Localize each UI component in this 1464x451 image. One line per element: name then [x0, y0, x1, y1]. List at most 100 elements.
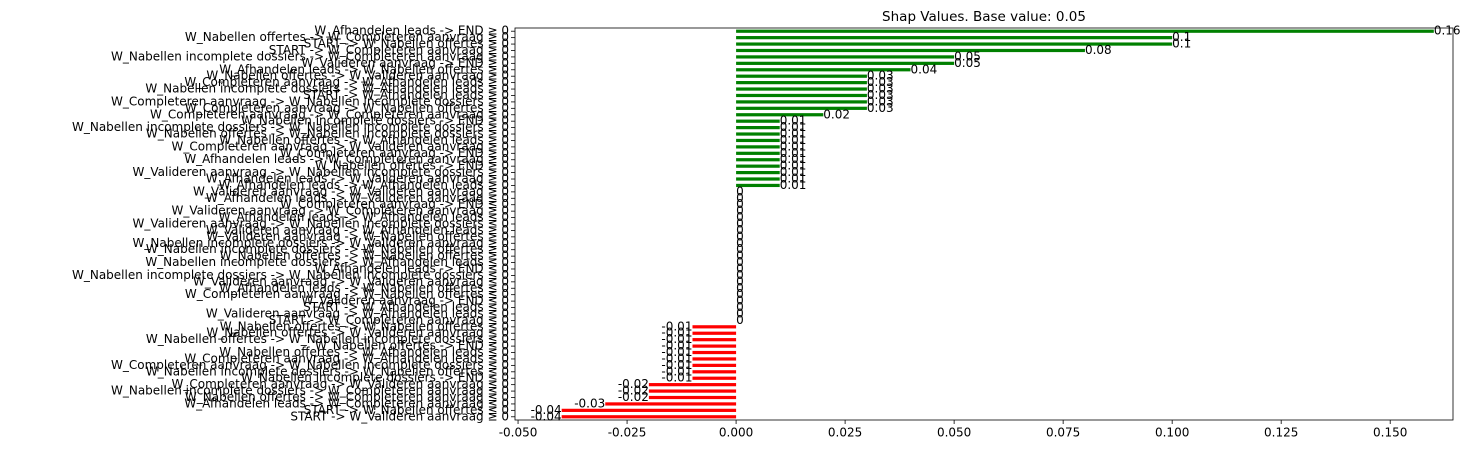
- x-tick-label: 0.100: [1155, 426, 1189, 440]
- y-tick-label: W_Nabellen incomplete dossiers -> END ≥ …: [241, 114, 509, 128]
- y-tick-label: W_Nabellen incomplete dossiers -> W_Nabe…: [72, 120, 509, 134]
- value-label: 0: [736, 287, 744, 301]
- value-label: 0.02: [823, 107, 850, 121]
- y-tick-label: W_Nabellen offertes -> W_Valideren aanvr…: [206, 326, 509, 340]
- bar: [736, 119, 780, 123]
- y-tick-label: W_Completeren aanvraag -> W_Valideren aa…: [172, 139, 509, 153]
- value-label: 0.08: [1085, 43, 1112, 57]
- y-tick-label: W_Nabellen offertes -> END ≥ 0: [315, 159, 509, 173]
- x-tick-label: 0.125: [1264, 426, 1298, 440]
- value-label: 0.01: [780, 146, 807, 160]
- value-label: 0: [736, 223, 744, 237]
- bar: [692, 325, 737, 329]
- y-tick-label: W_Completeren aanvraag -> W_Valideren aa…: [172, 377, 509, 391]
- y-tick-label: W_Completeren aanvraag -> W_Nabellen inc…: [111, 94, 509, 108]
- bar: [736, 61, 955, 65]
- y-tick-label: W_Valideren aanvraag -> W_Afhandelen lea…: [206, 306, 509, 320]
- bar: [736, 170, 780, 175]
- value-label: 0: [736, 306, 744, 320]
- y-tick-label: START -> W_Valideren aanvraag ≥ 0: [290, 409, 509, 423]
- bar: [692, 357, 737, 361]
- value-label: -0.02: [618, 384, 649, 398]
- bar: [736, 113, 824, 117]
- y-tick-label: W_Afhandelen leads -> END ≤ 0: [314, 261, 509, 275]
- y-tick-label: W_Afhandelen leads -> W_Nabellen offerte…: [219, 281, 509, 295]
- value-label: -0.02: [618, 377, 649, 391]
- value-label: 0.03: [867, 101, 894, 115]
- value-label: 0: [736, 261, 744, 275]
- bar: [692, 363, 737, 367]
- value-label: 0: [736, 210, 744, 224]
- value-label: -0.04: [531, 403, 562, 417]
- y-tick-label: W_Nabellen incomplete dossiers -> W_Nabe…: [146, 242, 509, 256]
- value-label: 0.01: [780, 120, 807, 134]
- value-label: 0.03: [867, 69, 894, 83]
- value-label: 0.03: [867, 88, 894, 102]
- bar: [736, 106, 867, 110]
- y-tick-label: W_Afhandelen leads -> W_Nabellen offerte…: [219, 62, 509, 76]
- bar: [648, 395, 737, 400]
- bar: [736, 42, 1173, 46]
- y-tick-label: W_Afhandelen leads -> W_Completeren aanv…: [184, 396, 509, 410]
- bar: [736, 151, 780, 155]
- y-tick-label: W_Nabellen incomplete dossiers -> W_Nabe…: [72, 268, 509, 282]
- y-tick-label: W_Nabellen incomplete dossiers -> W_Vali…: [133, 236, 509, 250]
- y-tick-label: W_Nabellen incomplete dossiers -> END ≤ …: [241, 371, 509, 385]
- y-tick-label: W_Valideren aanvraag -> W_Nabellen offer…: [206, 229, 509, 243]
- y-tick-label: START -> W_Afhandelen leads ≥ 0: [303, 88, 509, 102]
- value-label: 0: [736, 249, 744, 263]
- value-label: -0.03: [574, 396, 605, 410]
- y-tick-label: W_Completeren aanvraag -> END ≥ 0: [280, 146, 509, 160]
- y-tick-label: W_Nabellen incomplete dossiers -> W_Nabe…: [146, 364, 509, 378]
- bar: [736, 93, 867, 98]
- y-tick-label: W_Afhandelen leads -> W_Afhandelen leads…: [219, 178, 509, 192]
- bar: [736, 183, 780, 188]
- y-tick-label: W_Valideren aanvraag -> W_Valideren aanv…: [193, 184, 509, 198]
- value-label: 0: [736, 229, 744, 243]
- y-tick-label: W_Completeren aanvraag -> W_Afhandelen l…: [184, 75, 509, 89]
- value-label: 0.01: [780, 159, 807, 173]
- bar: [648, 383, 737, 387]
- bar: [736, 138, 780, 143]
- bar: [736, 132, 780, 136]
- y-tick-label: W_Nabellen offertes -> W_Nabellen offert…: [220, 319, 509, 333]
- value-label: 0: [736, 184, 744, 198]
- y-tick-label: W_Nabellen incomplete dossiers -> W_Comp…: [111, 49, 509, 63]
- value-label: -0.04: [531, 409, 562, 423]
- bar: [736, 36, 1173, 40]
- bar: [736, 68, 911, 72]
- value-label: 0: [736, 255, 744, 269]
- y-tick-label: W_Nabellen offertes -> W_Nabellen incomp…: [146, 332, 509, 346]
- value-label: 0: [736, 204, 744, 218]
- value-label: -0.01: [661, 351, 692, 365]
- y-tick-label: W_Nabellen offertes -> W_Afhandelen lead…: [219, 133, 509, 147]
- value-label: -0.01: [661, 332, 692, 346]
- value-label: -0.01: [661, 339, 692, 353]
- bar: [692, 344, 737, 348]
- x-tick-label: -0.025: [608, 426, 647, 440]
- y-tick-label: W_Nabellen offertes -> W_Nabellen offert…: [220, 249, 509, 263]
- y-tick-label: W_Completeren aanvraag -> END ≤ 0: [280, 197, 509, 211]
- value-label: -0.01: [661, 358, 692, 372]
- bar: [736, 55, 955, 59]
- x-tick-label: -0.050: [499, 426, 538, 440]
- value-label: 0.03: [867, 94, 894, 108]
- value-label: 0.03: [867, 75, 894, 89]
- y-tick-label: START -> W_Completeren aanvraag ≤ 0: [269, 313, 509, 327]
- value-label: 0.1: [1172, 37, 1191, 51]
- bar: [736, 126, 780, 130]
- value-label: 0: [736, 236, 744, 250]
- y-tick-label: W_Completeren aanvraag -> W_Nabellen off…: [185, 287, 509, 301]
- bar: [561, 415, 737, 419]
- value-label: -0.01: [661, 364, 692, 378]
- bar: [736, 177, 780, 181]
- value-label: 0.01: [780, 127, 807, 141]
- value-label: 0.04: [911, 62, 938, 76]
- plot-frame: [514, 27, 1454, 421]
- value-label: 0: [736, 274, 744, 288]
- bar: [736, 145, 780, 149]
- value-label: 0.05: [954, 49, 981, 63]
- bar: [736, 81, 867, 85]
- bar: [736, 74, 867, 78]
